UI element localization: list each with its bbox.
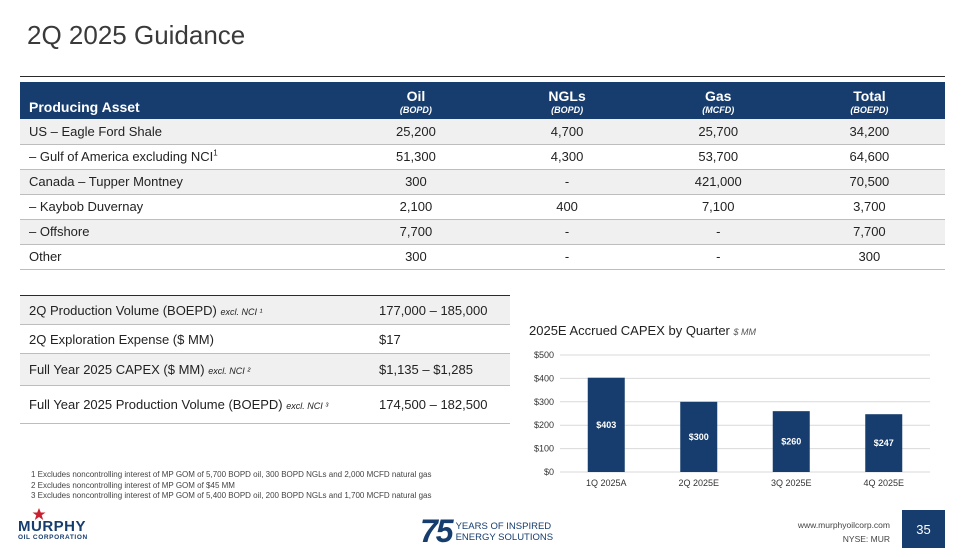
title-divider	[20, 76, 945, 77]
gas-cell: -	[642, 244, 794, 270]
gas-cell: -	[642, 219, 794, 245]
footnote: 2 Excludes noncontrolling interest of MP…	[31, 480, 235, 490]
y-tick-label: $200	[534, 420, 554, 430]
footnote-ref: 1	[213, 148, 218, 158]
ticker: NYSE: MUR	[842, 534, 890, 544]
page-number: 35	[902, 510, 945, 548]
production-table: Producing Asset Oil (BOPD) NGLs (BOPD) Gas…	[20, 82, 945, 270]
gas-cell: 7,100	[642, 194, 794, 220]
ngls-cell: 4,300	[491, 144, 643, 170]
murphy-logo: MURPHY OIL CORPORATION	[18, 508, 88, 541]
y-tick-label: $0	[544, 467, 554, 477]
asset-cell: Other	[20, 244, 341, 270]
x-tick-label: 3Q 2025E	[771, 478, 812, 488]
table-row: – Kaybob Duvernay 2,100 400 7,100 3,700	[20, 194, 945, 220]
guidance-label: 2Q Production Volume (BOEPD) excl. NCI ¹	[29, 302, 263, 318]
ngls-cell: -	[491, 169, 643, 195]
total-cell: 34,200	[793, 119, 945, 145]
anniversary-text: YEARS OF INSPIRED ENERGY SOLUTIONS	[455, 520, 554, 543]
header-oil: Oil (BOPD)	[340, 82, 492, 119]
guidance-row: Full Year 2025 Production Volume (BOEPD)…	[20, 386, 510, 424]
footnote: 1 Excludes noncontrolling interest of MP…	[31, 470, 432, 479]
oil-cell: 300	[340, 244, 492, 270]
total-cell: 70,500	[793, 169, 945, 195]
contact-info: www.murphyoilcorp.com NYSE: MUR	[760, 518, 890, 546]
asset-cell: – Gulf of America excluding NCI1	[20, 144, 341, 170]
total-cell: 300	[793, 244, 945, 270]
header-ngls: NGLs (BOPD)	[491, 82, 643, 119]
gas-cell: 421,000	[642, 169, 794, 195]
y-tick-label: $400	[534, 373, 554, 383]
anniversary-number: 75	[420, 513, 454, 549]
footnote: 3 Excludes noncontrolling interest of MP…	[31, 491, 432, 501]
y-tick-label: $100	[534, 444, 554, 454]
guidance-label: 2Q Exploration Expense ($ MM)	[29, 331, 214, 347]
bar-value-label: $260	[781, 437, 801, 447]
logo-word: MURPHY	[18, 518, 87, 535]
bar-value-label: $247	[874, 438, 894, 448]
header-total: Total (BOEPD)	[793, 82, 945, 119]
total-cell: 64,600	[793, 144, 945, 170]
oil-cell: 300	[340, 169, 492, 195]
oil-cell: 7,700	[340, 219, 492, 245]
guidance-row: Full Year 2025 CAPEX ($ MM) excl. NCI ² …	[20, 354, 510, 386]
ngls-cell: 4,700	[491, 119, 643, 145]
x-tick-label: 2Q 2025E	[678, 478, 719, 488]
asset-cell: US – Eagle Ford Shale	[20, 119, 341, 145]
oil-cell: 51,300	[340, 144, 492, 170]
guidance-value: 174,500 – 182,500	[379, 397, 488, 412]
logo-sub: OIL CORPORATION	[18, 534, 88, 541]
asset-cell: – Kaybob Duvernay	[20, 194, 341, 220]
total-cell: 3,700	[793, 194, 945, 220]
guidance-value: $1,135 – $1,285	[379, 362, 473, 377]
production-table-header: Producing Asset Oil (BOPD) NGLs (BOPD) Gas…	[20, 82, 945, 119]
oil-cell: 2,100	[340, 194, 492, 220]
ngls-cell: -	[491, 219, 643, 245]
guidance-table: 2Q Production Volume (BOEPD) excl. NCI ¹…	[20, 295, 510, 424]
y-tick-label: $300	[534, 397, 554, 407]
table-row: – Gulf of America excluding NCI1 51,300 …	[20, 144, 945, 170]
chart-title: 2025E Accrued CAPEX by Quarter $ MM	[529, 323, 757, 338]
bar-value-label: $300	[689, 432, 709, 442]
star-icon	[32, 508, 46, 520]
guidance-label: Full Year 2025 CAPEX ($ MM) excl. NCI ²	[29, 362, 251, 377]
oil-cell: 25,200	[340, 119, 492, 145]
header-gas: Gas (MCFD)	[642, 82, 794, 119]
guidance-row: 2Q Exploration Expense ($ MM) $17	[20, 325, 510, 354]
guidance-value: $17	[379, 331, 401, 347]
ngls-cell: -	[491, 244, 643, 270]
asset-cell: – Offshore	[20, 219, 341, 245]
bar	[587, 377, 625, 472]
x-tick-label: 1Q 2025A	[586, 478, 627, 488]
anniversary-badge: 75 YEARS OF INSPIRED ENERGY SOLUTIONS	[420, 513, 553, 550]
bar	[772, 411, 810, 472]
capex-bar-chart: $0 $100 $200 $300 $400 $500 $403 1Q 2025A $300 2Q…	[534, 350, 930, 488]
ngls-cell: 400	[491, 194, 643, 220]
table-row: Canada – Tupper Montney 300 - 421,000 70…	[20, 169, 945, 195]
page-title: 2Q 2025 Guidance	[27, 20, 246, 50]
gas-cell: 53,700	[642, 144, 794, 170]
footnotes: 1 Excludes noncontrolling interest of MP…	[31, 470, 432, 502]
chart-unit: $ MM	[733, 327, 757, 337]
website: www.murphyoilcorp.com	[797, 520, 890, 530]
asset-cell: Canada – Tupper Montney	[20, 169, 341, 195]
gas-cell: 25,700	[642, 119, 794, 145]
bar	[865, 414, 903, 472]
total-cell: 7,700	[793, 219, 945, 245]
table-row: US – Eagle Ford Shale 25,200 4,700 25,70…	[20, 119, 945, 145]
header-asset: Producing Asset	[20, 82, 341, 119]
x-tick-label: 4Q 2025E	[863, 478, 904, 488]
table-row: – Offshore 7,700 - - 7,700	[20, 219, 945, 245]
guidance-label: Full Year 2025 Production Volume (BOEPD)…	[29, 397, 329, 412]
y-tick-label: $500	[534, 350, 554, 360]
bar-value-label: $403	[596, 420, 616, 430]
guidance-row: 2Q Production Volume (BOEPD) excl. NCI ¹…	[20, 295, 510, 325]
bar	[680, 401, 718, 472]
guidance-value: 177,000 – 185,000	[379, 302, 488, 318]
table-row: Other 300 - - 300	[20, 244, 945, 270]
